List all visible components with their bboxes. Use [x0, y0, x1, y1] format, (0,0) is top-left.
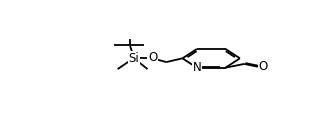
Text: O: O [148, 51, 157, 64]
Text: Si: Si [128, 52, 139, 65]
Text: O: O [259, 60, 268, 73]
Text: N: N [193, 61, 201, 74]
